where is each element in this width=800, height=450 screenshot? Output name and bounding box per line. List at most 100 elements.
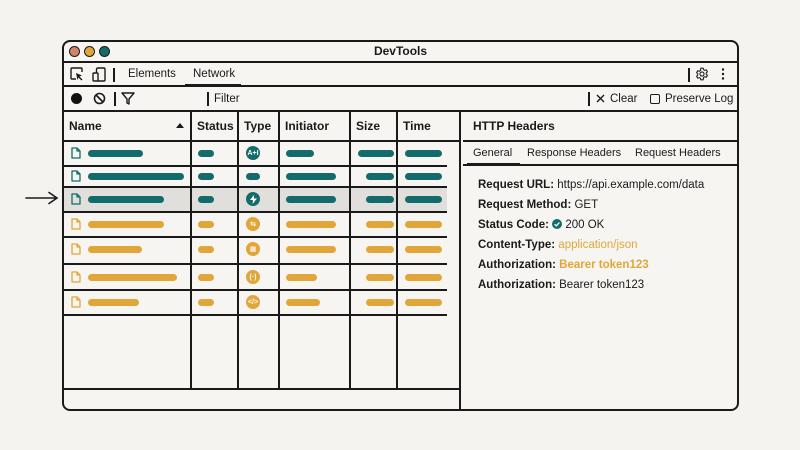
size-placeholder xyxy=(366,274,394,281)
row-divider xyxy=(64,314,447,316)
preserve-log-label: Preserve Log xyxy=(665,92,734,105)
document-icon xyxy=(71,243,81,255)
checkbox-icon[interactable] xyxy=(650,93,660,104)
arrow-right-icon xyxy=(25,191,59,205)
document-icon xyxy=(71,271,81,283)
minimize-window-button[interactable] xyxy=(84,46,95,57)
maximize-window-button[interactable] xyxy=(99,46,110,57)
name-placeholder xyxy=(88,246,142,253)
column-header-name[interactable]: Name xyxy=(64,112,190,140)
sort-ascending-icon[interactable] xyxy=(176,123,184,128)
row-divider xyxy=(64,211,447,213)
status-placeholder xyxy=(198,173,214,180)
size-placeholder xyxy=(358,150,394,157)
document-icon xyxy=(71,218,81,230)
close-window-button[interactable] xyxy=(69,46,80,57)
column-divider xyxy=(237,112,239,390)
more-vertical-icon[interactable] xyxy=(721,63,725,85)
gear-icon[interactable] xyxy=(695,63,709,85)
divider xyxy=(113,68,115,82)
devtools-window: DevTools Elements Network xyxy=(62,40,739,411)
preserve-log-checkbox[interactable]: Preserve Log xyxy=(650,87,733,110)
column-divider xyxy=(396,112,398,390)
time-placeholder xyxy=(405,173,442,180)
tab-network[interactable]: Network xyxy=(193,68,236,80)
size-placeholder xyxy=(366,196,394,203)
time-placeholder xyxy=(405,196,442,203)
filter-icon[interactable] xyxy=(121,87,135,110)
row-divider xyxy=(64,140,459,142)
column-divider xyxy=(278,112,280,390)
header-field-status-code: Status Code: 200 OK xyxy=(478,219,605,231)
headers-tabs: General Response Headers Request Headers xyxy=(463,140,737,166)
row-divider xyxy=(64,289,447,291)
initiator-placeholder xyxy=(286,299,320,306)
script-icon: (·) xyxy=(246,270,260,284)
initiator-placeholder xyxy=(286,196,336,203)
network-toolbar: Filter Clear Preserve Log xyxy=(64,87,737,112)
document-icon xyxy=(71,147,81,159)
name-placeholder xyxy=(88,150,143,157)
time-placeholder xyxy=(405,246,442,253)
divider xyxy=(588,92,590,106)
header-field-authorization-highlighted: Authorization: Bearer token123 xyxy=(478,259,649,271)
api-icon: A+I xyxy=(246,146,260,160)
window-controls xyxy=(69,46,110,57)
clear-button[interactable]: Clear xyxy=(596,87,637,110)
divider xyxy=(207,92,209,106)
status-placeholder xyxy=(198,221,214,228)
active-subtab-indicator xyxy=(467,163,520,165)
size-placeholder xyxy=(366,221,394,228)
row-divider xyxy=(64,186,447,188)
initiator-placeholder xyxy=(286,221,336,228)
column-header-size[interactable]: Size xyxy=(356,119,381,133)
time-placeholder xyxy=(405,299,442,306)
column-header-type[interactable]: Type xyxy=(244,119,272,133)
record-icon[interactable] xyxy=(70,87,83,110)
name-placeholder xyxy=(88,299,139,306)
document-icon xyxy=(71,170,81,182)
row-divider xyxy=(64,165,447,167)
row-divider xyxy=(64,236,447,238)
time-placeholder xyxy=(405,274,442,281)
header-field-request-url: Request URL: https://api.example.com/dat… xyxy=(478,179,705,191)
initiator-placeholder xyxy=(286,150,314,157)
status-placeholder xyxy=(198,196,214,203)
window-title: DevTools xyxy=(373,44,428,58)
tab-request-headers[interactable]: Request Headers xyxy=(635,147,721,159)
column-header-time[interactable]: Time xyxy=(403,119,431,133)
status-code-value: 200 OK xyxy=(565,219,605,231)
status-placeholder xyxy=(198,150,214,157)
document-icon xyxy=(71,193,81,205)
divider xyxy=(688,68,690,82)
content-type-value: application/json xyxy=(558,239,638,251)
device-toggle-icon[interactable] xyxy=(92,63,106,85)
filter-input[interactable]: Filter xyxy=(214,92,240,105)
active-tab-indicator xyxy=(185,84,241,86)
http-headers-panel: HTTP Headers General Response Headers Re… xyxy=(463,112,737,409)
code-icon: </> xyxy=(246,295,260,309)
status-placeholder xyxy=(198,246,214,253)
block-icon[interactable] xyxy=(93,87,106,110)
row-divider xyxy=(64,263,447,265)
tab-elements[interactable]: Elements xyxy=(128,68,176,80)
tab-response-headers[interactable]: Response Headers xyxy=(527,147,622,159)
request-method-value: GET xyxy=(574,199,599,211)
check-circle-icon xyxy=(552,219,563,229)
column-divider xyxy=(349,112,351,390)
tab-general[interactable]: General xyxy=(473,147,513,159)
clear-label: Clear xyxy=(610,92,638,105)
status-placeholder xyxy=(198,299,214,306)
time-placeholder xyxy=(405,221,442,228)
type-placeholder xyxy=(246,173,260,180)
column-header-status[interactable]: Status xyxy=(197,119,234,133)
initiator-placeholder xyxy=(286,274,317,281)
table-footer-divider xyxy=(64,388,459,390)
inspect-icon[interactable] xyxy=(70,63,84,85)
header-field-content-type: Content-Type: application/json xyxy=(478,239,638,251)
status-placeholder xyxy=(198,274,214,281)
header-field-authorization: Authorization: Bearer token123 xyxy=(478,279,645,291)
column-header-initiator[interactable]: Initiator xyxy=(285,119,329,133)
divider xyxy=(114,92,116,106)
time-placeholder xyxy=(405,150,442,157)
